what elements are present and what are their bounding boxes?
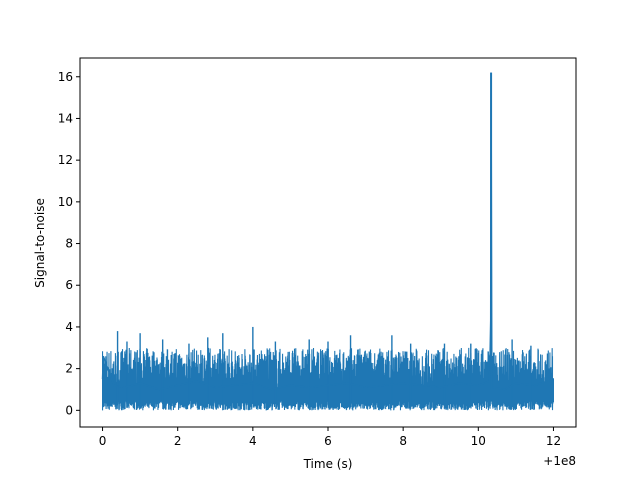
x-tick-label: 8 [399,434,407,448]
y-tick-label: 6 [65,278,73,292]
plot-lines [101,72,554,411]
x-tick-label: 0 [99,434,107,448]
y-axis-ticks: 0 2 4 6 8 10 12 14 16 [58,70,80,417]
x-axis-ticks: 0 2 4 6 8 10 12 [99,427,561,448]
y-tick-label: 14 [58,111,73,125]
y-tick-label: 10 [58,195,73,209]
x-tick-label: 2 [174,434,182,448]
x-tick-label: 12 [546,434,561,448]
y-axis-label: Signal-to-noise [33,198,47,288]
y-tick-label: 8 [65,237,73,251]
x-axis-label: Time (s) [303,457,353,471]
y-tick-label: 4 [65,320,73,334]
x-tick-label: 4 [249,434,257,448]
y-tick-label: 12 [58,153,73,167]
x-axis-offset-label: +1e8 [543,454,576,468]
x-tick-label: 6 [324,434,332,448]
y-tick-label: 2 [65,362,73,376]
y-tick-label: 0 [65,403,73,417]
x-tick-label: 10 [471,434,486,448]
y-tick-label: 16 [58,70,73,84]
